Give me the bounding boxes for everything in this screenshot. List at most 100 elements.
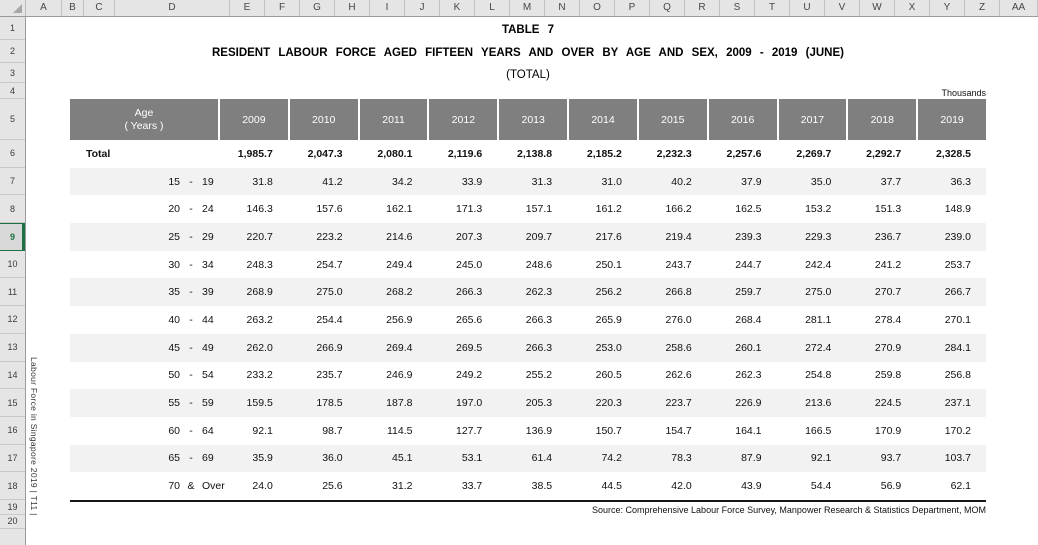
value-cell[interactable]: 268.9 bbox=[246, 286, 273, 299]
value-cell[interactable]: 31.2 bbox=[392, 480, 413, 493]
value-cell[interactable]: 276.0 bbox=[665, 313, 692, 326]
value-cell[interactable]: 244.7 bbox=[735, 258, 762, 271]
value-cell[interactable]: 256.2 bbox=[595, 286, 622, 299]
value-cell[interactable]: 275.0 bbox=[805, 286, 832, 299]
value-cell[interactable]: 266.9 bbox=[316, 341, 343, 354]
value-cell[interactable]: 269.4 bbox=[386, 341, 413, 354]
value-cell[interactable]: 2,292.7 bbox=[866, 147, 902, 160]
column-header-K[interactable]: K bbox=[440, 0, 475, 16]
value-cell[interactable]: 162.5 bbox=[735, 203, 762, 216]
value-cell[interactable]: 275.0 bbox=[316, 286, 343, 299]
table-title[interactable]: RESIDENT LABOUR FORCE AGED FIFTEEN YEARS… bbox=[211, 47, 844, 59]
value-cell[interactable]: 266.3 bbox=[525, 313, 553, 326]
value-cell[interactable]: 87.9 bbox=[741, 452, 762, 465]
age-cell[interactable]: Total bbox=[86, 147, 111, 160]
value-cell[interactable]: 41.2 bbox=[322, 175, 343, 188]
value-cell[interactable]: 42.0 bbox=[671, 480, 692, 493]
value-cell[interactable]: 24.0 bbox=[252, 480, 273, 493]
year-header-2009[interactable]: 2009 bbox=[218, 99, 288, 140]
age-cell[interactable]: 45-49 bbox=[70, 342, 218, 354]
value-cell[interactable]: 35.9 bbox=[252, 452, 273, 465]
value-cell[interactable]: 146.3 bbox=[246, 203, 273, 216]
value-cell[interactable]: 207.3 bbox=[455, 230, 483, 243]
column-header-X[interactable]: X bbox=[895, 0, 930, 16]
value-cell[interactable]: 62.1 bbox=[950, 480, 971, 493]
value-cell[interactable]: 187.8 bbox=[386, 397, 413, 410]
value-cell[interactable]: 248.6 bbox=[525, 258, 553, 271]
value-cell[interactable]: 171.3 bbox=[455, 203, 483, 216]
value-cell[interactable]: 2,119.6 bbox=[447, 147, 483, 160]
value-cell[interactable]: 269.5 bbox=[455, 341, 483, 354]
column-header-Y[interactable]: Y bbox=[930, 0, 965, 16]
value-cell[interactable]: 223.7 bbox=[665, 397, 692, 410]
value-cell[interactable]: 103.7 bbox=[944, 452, 971, 465]
row-header-16[interactable]: 16 bbox=[0, 417, 25, 445]
value-cell[interactable]: 166.5 bbox=[805, 424, 832, 437]
row-header-19[interactable]: 19 bbox=[0, 500, 25, 515]
value-cell[interactable]: 2,269.7 bbox=[796, 147, 832, 160]
column-header-Z[interactable]: Z bbox=[965, 0, 1000, 16]
value-cell[interactable]: 2,257.6 bbox=[726, 147, 762, 160]
table-row[interactable]: 20-24 146.3 157.6 162.1 171.3 157.1 161.2 166.2… bbox=[70, 195, 986, 224]
value-cell[interactable]: 246.9 bbox=[386, 369, 413, 382]
year-header-2013[interactable]: 2013 bbox=[497, 99, 567, 140]
value-cell[interactable]: 151.3 bbox=[874, 203, 902, 216]
value-cell[interactable]: 254.7 bbox=[316, 258, 343, 271]
age-cell[interactable]: 35-39 bbox=[70, 286, 218, 298]
value-cell[interactable]: 2,047.3 bbox=[307, 147, 343, 160]
value-cell[interactable]: 44.5 bbox=[601, 480, 622, 493]
age-column-header[interactable]: Age ( Years ) bbox=[124, 106, 164, 132]
value-cell[interactable]: 61.4 bbox=[531, 452, 553, 465]
value-cell[interactable]: 226.9 bbox=[735, 397, 762, 410]
year-header-2017[interactable]: 2017 bbox=[776, 99, 847, 140]
column-header-S[interactable]: S bbox=[720, 0, 755, 16]
value-cell[interactable]: 266.3 bbox=[525, 341, 553, 354]
value-cell[interactable]: 93.7 bbox=[880, 452, 902, 465]
row-header-18[interactable]: 18 bbox=[0, 472, 25, 500]
value-cell[interactable]: 2,328.5 bbox=[935, 147, 971, 160]
column-header-T[interactable]: T bbox=[755, 0, 790, 16]
value-cell[interactable]: 256.8 bbox=[944, 369, 971, 382]
value-cell[interactable]: 254.4 bbox=[316, 313, 343, 326]
row-header-8[interactable]: 8 bbox=[0, 195, 25, 224]
table-row[interactable]: 15-19 31.8 41.2 34.2 33.9 31.3 31.0 40.2 37.9 35.… bbox=[70, 167, 986, 196]
value-cell[interactable]: 220.3 bbox=[595, 397, 622, 410]
value-cell[interactable]: 2,185.2 bbox=[586, 147, 622, 160]
year-header-2011[interactable]: 2011 bbox=[357, 99, 428, 140]
age-cell[interactable]: 70 & Over bbox=[70, 480, 224, 492]
value-cell[interactable]: 40.2 bbox=[671, 175, 692, 188]
table-row[interactable]: 60-64 92.1 98.7 114.5 127.7 136.9 150.7 154.7 16… bbox=[70, 416, 986, 445]
year-header-2016[interactable]: 2016 bbox=[706, 99, 777, 140]
column-header-O[interactable]: O bbox=[580, 0, 615, 16]
year-header-2018[interactable]: 2018 bbox=[846, 99, 916, 140]
age-cell[interactable]: 25-29 bbox=[70, 231, 218, 243]
column-header-J[interactable]: J bbox=[405, 0, 440, 16]
value-cell[interactable]: 170.9 bbox=[874, 424, 902, 437]
value-cell[interactable]: 37.9 bbox=[741, 175, 762, 188]
value-cell[interactable]: 53.1 bbox=[461, 452, 483, 465]
value-cell[interactable]: 253.7 bbox=[944, 258, 971, 271]
column-header-U[interactable]: U bbox=[790, 0, 825, 16]
value-cell[interactable]: 56.9 bbox=[880, 480, 902, 493]
value-cell[interactable]: 263.2 bbox=[246, 313, 273, 326]
value-cell[interactable]: 34.2 bbox=[392, 175, 413, 188]
value-cell[interactable]: 31.0 bbox=[601, 175, 622, 188]
value-cell[interactable]: 150.7 bbox=[595, 424, 622, 437]
column-header-V[interactable]: V bbox=[825, 0, 860, 16]
value-cell[interactable]: 262.3 bbox=[525, 286, 553, 299]
table-row[interactable]: 35-39 268.9 275.0 268.2 266.3 262.3 256.2 266.8… bbox=[70, 278, 986, 307]
column-header-H[interactable]: H bbox=[335, 0, 370, 16]
value-cell[interactable]: 242.4 bbox=[805, 258, 832, 271]
table-row[interactable]: 65-69 35.9 36.0 45.1 53.1 61.4 74.2 78.3 87.9 92.… bbox=[70, 444, 986, 473]
value-cell[interactable]: 45.1 bbox=[392, 452, 413, 465]
value-cell[interactable]: 249.2 bbox=[455, 369, 483, 382]
table-row[interactable]: 25-29 220.7 223.2 214.6 207.3 209.7 217.6 219.4… bbox=[70, 223, 986, 251]
value-cell[interactable]: 224.5 bbox=[874, 397, 902, 410]
column-header-AA[interactable]: AA bbox=[1000, 0, 1038, 16]
value-cell[interactable]: 154.7 bbox=[665, 424, 692, 437]
value-cell[interactable]: 265.9 bbox=[595, 313, 622, 326]
row-header-2[interactable]: 2 bbox=[0, 40, 25, 63]
value-cell[interactable]: 220.7 bbox=[246, 230, 273, 243]
table-number[interactable]: TABLE 7 bbox=[501, 24, 555, 36]
column-header-R[interactable]: R bbox=[685, 0, 720, 16]
